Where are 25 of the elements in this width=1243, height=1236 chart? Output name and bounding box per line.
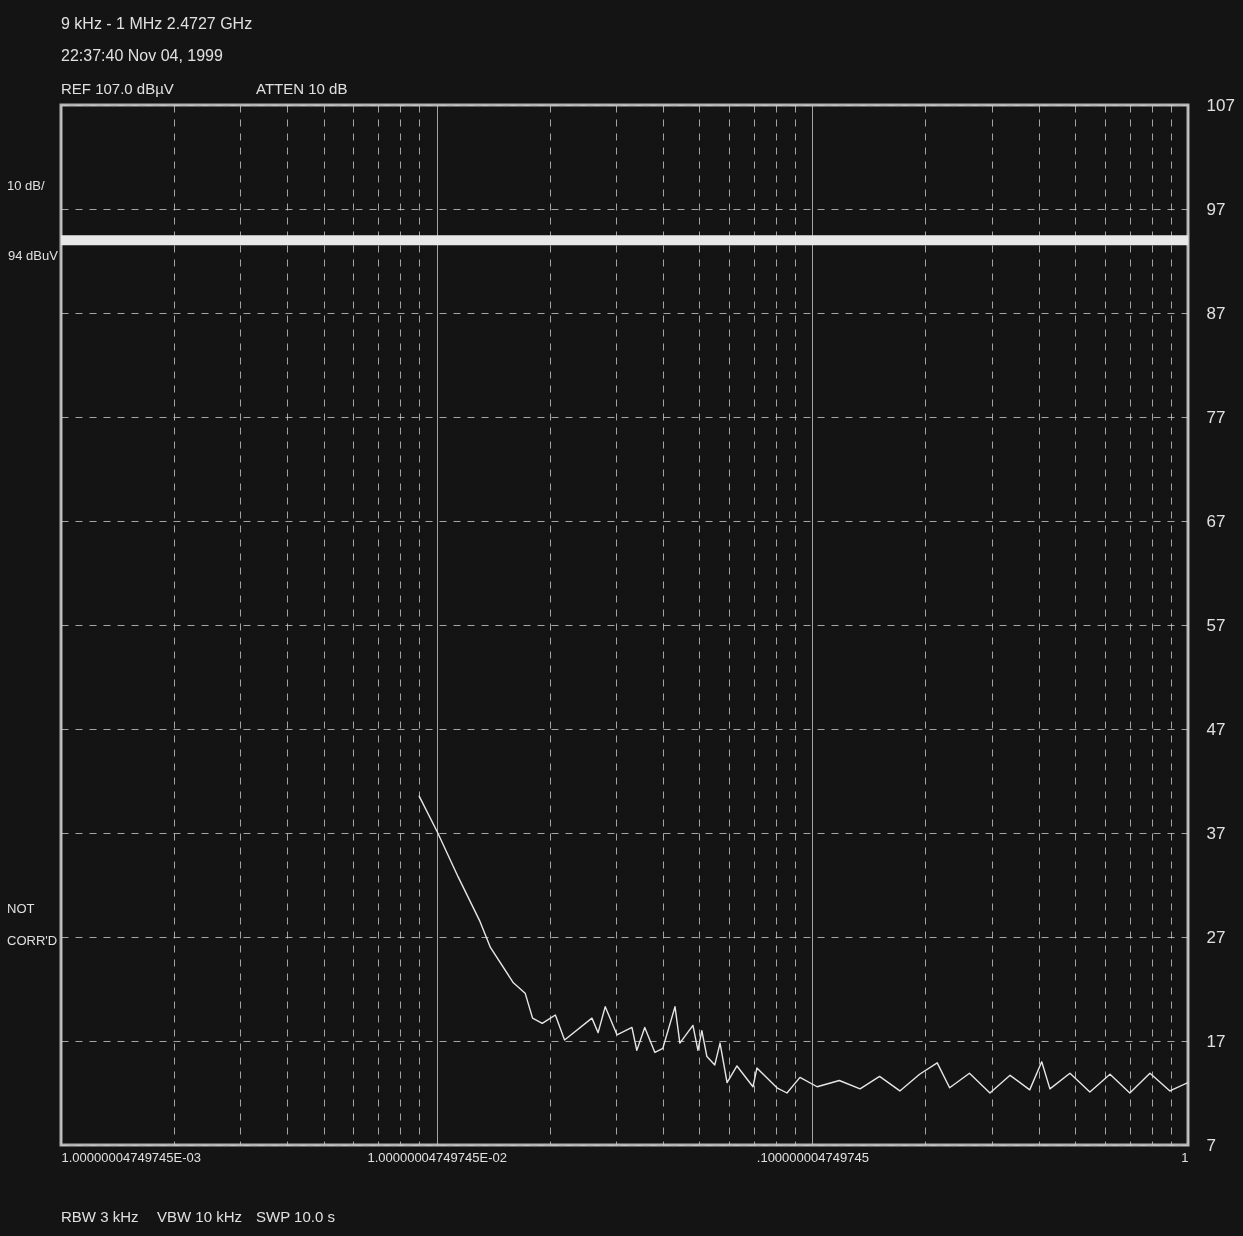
y-tick-label: 17 bbox=[1206, 1031, 1226, 1051]
y-tick-label: 87 bbox=[1206, 303, 1226, 323]
text: SWP 10.0 s bbox=[256, 1208, 335, 1225]
y-tick-label: 7 bbox=[1206, 1135, 1216, 1155]
y-tick-label: 107 bbox=[1206, 95, 1235, 115]
x-tick-label: 1.00000004749745E-03 bbox=[61, 1149, 202, 1165]
text: REF 107.0 dBµV bbox=[61, 80, 174, 97]
x-tick-label: 1.00000004749745E-02 bbox=[367, 1149, 507, 1165]
ref-line-label: 94 dBuV bbox=[8, 248, 59, 264]
text: VBW 10 kHz bbox=[157, 1208, 243, 1225]
x-tick-label: 1 bbox=[1181, 1149, 1189, 1165]
chart-subtitle: 22:37:40 Nov 04, 1999 bbox=[61, 47, 224, 64]
y-tick-label: 57 bbox=[1206, 615, 1226, 635]
text: ATTEN 10 dB bbox=[256, 80, 348, 97]
y-tick-label: 47 bbox=[1206, 719, 1226, 739]
y-tick-label: 37 bbox=[1206, 823, 1226, 843]
text: 10 dB/ bbox=[7, 178, 45, 193]
text: NOT CORR'D bbox=[7, 901, 58, 948]
x-tick-label: .100000004749745 bbox=[756, 1149, 869, 1165]
y-tick-label: 27 bbox=[1206, 927, 1226, 947]
y-tick-label: 77 bbox=[1206, 407, 1226, 427]
y-tick-label: 97 bbox=[1206, 199, 1226, 219]
text: RBW 3 kHz bbox=[61, 1208, 139, 1225]
chart-title: 9 kHz - 1 MHz 2.4727 GHz bbox=[61, 15, 253, 32]
y-tick-label: 67 bbox=[1206, 511, 1226, 531]
